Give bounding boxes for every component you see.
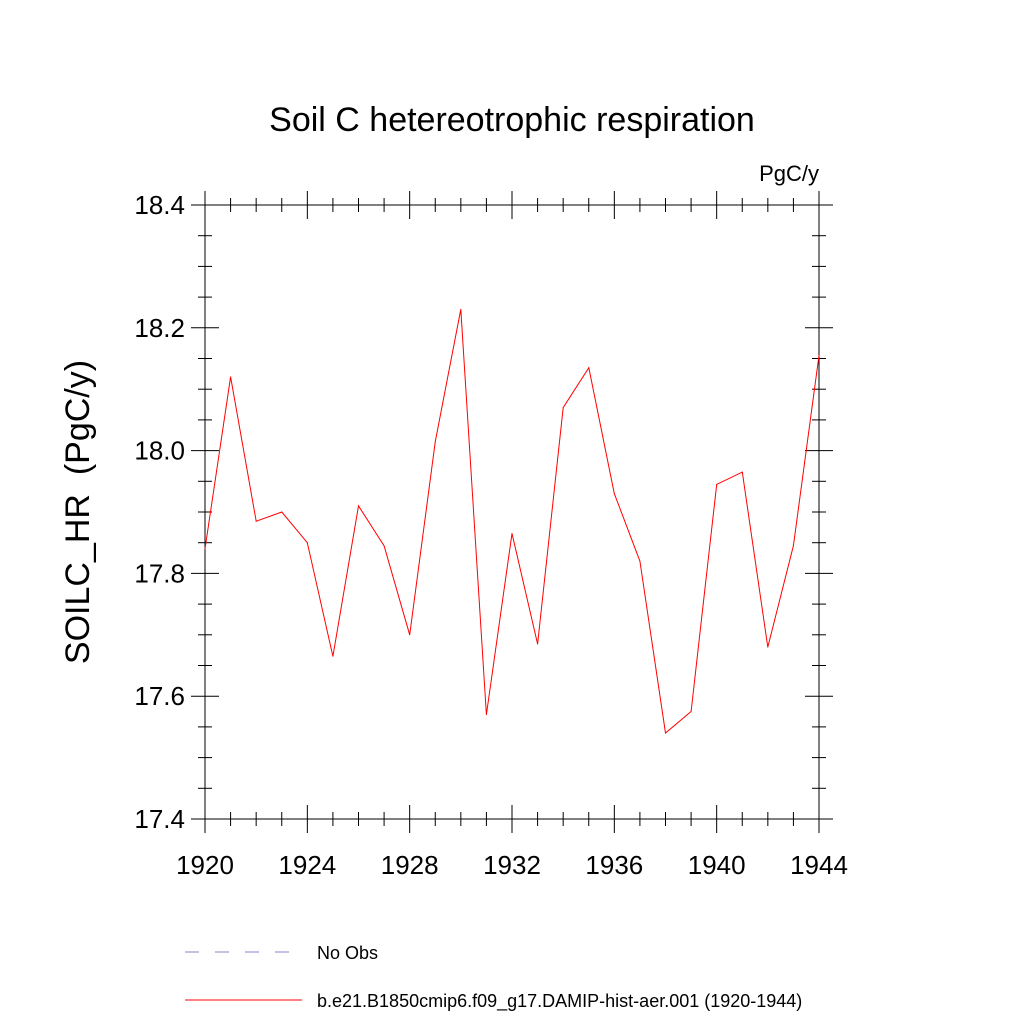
- series-line-0: [204, 309, 820, 734]
- y-tick-label: 17.8: [134, 558, 185, 588]
- y-axis-label: SOILC_HR (PgC/y): [59, 360, 97, 664]
- data-point: [690, 711, 692, 713]
- series-layer: [204, 308, 820, 734]
- y-tick-label: 17.4: [134, 804, 185, 834]
- data-point: [716, 483, 718, 485]
- x-tick-label: 1940: [688, 850, 746, 880]
- y-tick-label: 18.2: [134, 313, 185, 343]
- data-point: [639, 560, 641, 562]
- y-tick-label: 18.4: [134, 190, 185, 220]
- legend-label-model-run: b.e21.B1850cmip6.f09_g17.DAMIP-hist-aer.…: [317, 991, 802, 1012]
- data-point: [204, 548, 206, 550]
- x-tick-label: 1924: [278, 850, 336, 880]
- plot-frame: [204, 204, 820, 820]
- data-point: [434, 440, 436, 442]
- data-point: [818, 354, 820, 356]
- x-tick-label: 1932: [483, 850, 541, 880]
- data-point: [767, 646, 769, 648]
- y-tick-label: 17.6: [134, 681, 185, 711]
- data-point: [588, 367, 590, 369]
- data-point: [613, 493, 615, 495]
- data-point: [537, 643, 539, 645]
- legend-label-no-obs: No Obs: [317, 943, 378, 963]
- data-point: [255, 520, 257, 522]
- data-point: [281, 511, 283, 513]
- data-point: [332, 655, 334, 657]
- y-axis-ticks: 17.4 17.6 17.8 18.0 18.2 18.4: [134, 190, 833, 834]
- chart-title: Soil C hetereotrophic respiration: [269, 101, 755, 139]
- units-label: PgC/y: [759, 161, 819, 186]
- x-tick-label: 1928: [381, 850, 439, 880]
- data-point: [511, 532, 513, 534]
- data-point: [562, 407, 564, 409]
- data-point: [792, 545, 794, 547]
- x-tick-label: 1920: [176, 850, 234, 880]
- x-axis-ticks: 1920 1924 1928 1932 1936 1940 1944: [176, 191, 848, 880]
- data-point: [460, 308, 462, 310]
- data-point: [665, 732, 666, 734]
- data-point: [741, 471, 743, 473]
- data-point: [230, 376, 232, 378]
- x-tick-label: 1944: [790, 850, 848, 880]
- data-point: [409, 634, 411, 636]
- legend: No Obs b.e21.B1850cmip6.f09_g17.DAMIP-hi…: [185, 943, 802, 1012]
- data-point: [306, 542, 308, 544]
- data-point: [383, 545, 385, 547]
- data-point: [485, 714, 487, 716]
- x-tick-label: 1936: [585, 850, 643, 880]
- y-tick-label: 18.0: [134, 436, 185, 466]
- data-point: [358, 505, 359, 507]
